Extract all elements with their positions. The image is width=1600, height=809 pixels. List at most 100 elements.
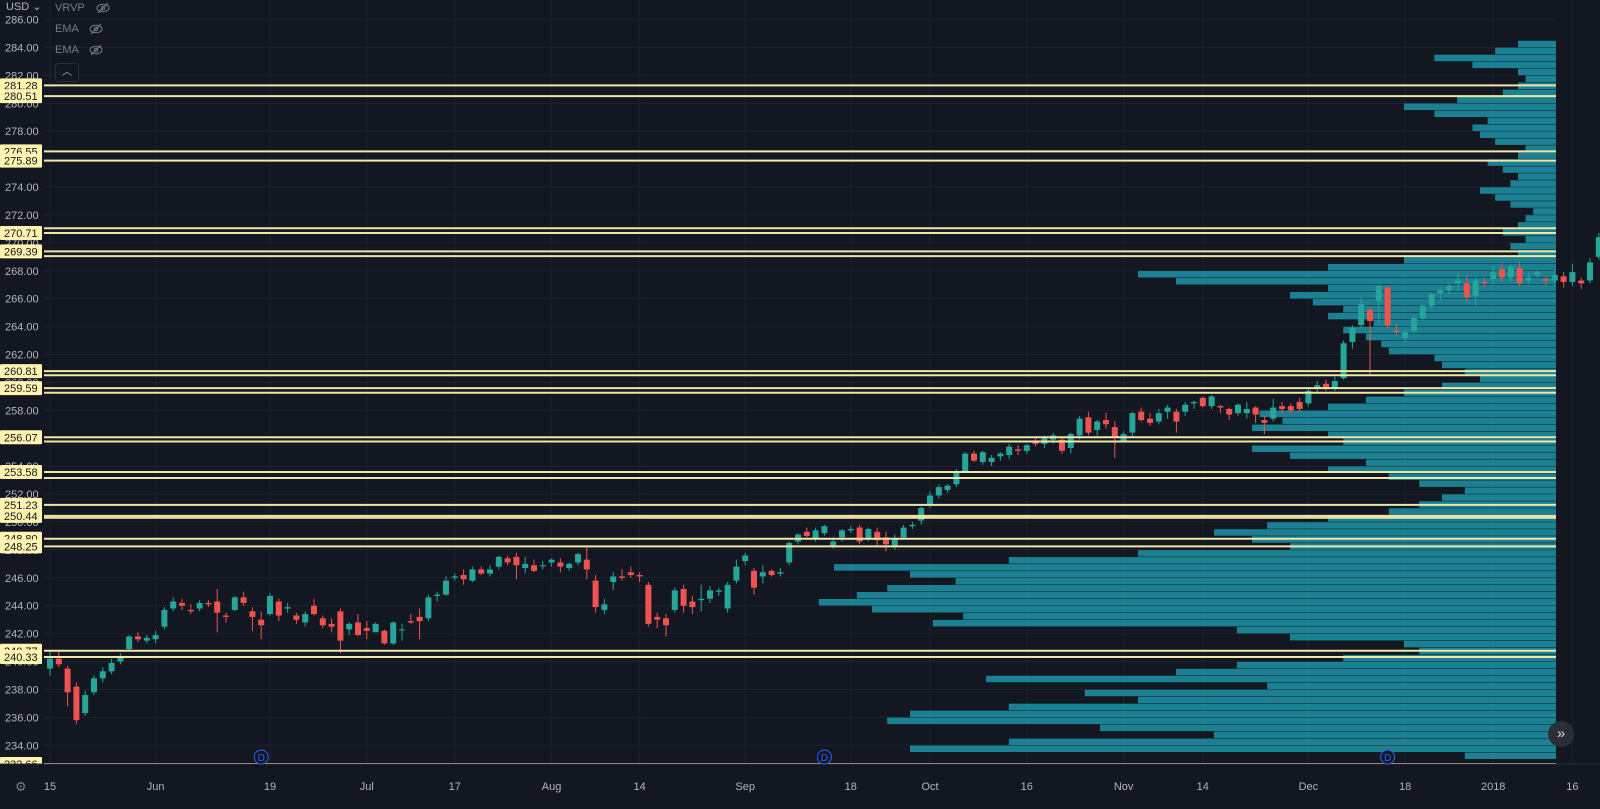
candle-body	[1164, 407, 1171, 412]
collapse-indicators-button[interactable]: ︿	[55, 63, 79, 82]
volume-profile-bar	[1480, 375, 1556, 383]
x-tick-label: 15	[44, 781, 56, 793]
candle-body	[443, 580, 449, 595]
volume-profile-bar	[1404, 257, 1556, 264]
candle-body	[821, 526, 828, 534]
volume-profile-bar	[1472, 124, 1556, 131]
volume-profile-bar	[1236, 661, 1556, 669]
candle-body	[240, 597, 247, 603]
indicator-vrvp[interactable]: VRVP	[55, 2, 110, 14]
volume-profile-bar	[1533, 208, 1556, 215]
dividend-marker-label: D	[821, 753, 828, 764]
y-tick-label: 242.00	[5, 629, 39, 641]
volume-profile-bar	[1442, 361, 1556, 369]
volume-profile-bar	[1381, 340, 1556, 348]
candle-body	[733, 566, 740, 581]
volume-profile-bar	[887, 717, 1556, 725]
level-label: 250.44	[4, 511, 38, 523]
candle-body	[1296, 401, 1303, 409]
y-tick-label: 262.00	[5, 350, 39, 362]
x-tick-label: 14	[633, 781, 645, 793]
x-tick-label: 18	[1399, 781, 1411, 793]
candle-body	[1587, 262, 1593, 281]
y-tick-label: 246.00	[5, 573, 39, 585]
price-axis: 286.00284.00282.00280.00278.00276.00274.…	[0, 0, 44, 771]
volume-profile-bar	[910, 745, 1556, 753]
volume-profile-bar	[1525, 75, 1556, 83]
candle-body	[249, 611, 256, 617]
indicator-ema-2[interactable]: EMA	[55, 44, 103, 56]
eye-off-icon[interactable]	[89, 44, 103, 56]
candle-body	[619, 576, 625, 578]
eye-off-icon[interactable]	[96, 2, 110, 14]
volume-profile-bar	[1252, 424, 1556, 432]
volume-profile-bar	[1495, 138, 1556, 145]
level-label: 270.71	[4, 228, 38, 240]
eye-off-icon[interactable]	[89, 23, 103, 35]
candle-body	[1261, 420, 1268, 423]
candle-body	[319, 618, 326, 626]
candle-body	[918, 508, 925, 521]
currency-label: USD	[6, 1, 30, 13]
candle-body	[1138, 411, 1145, 421]
indicator-label: VRVP	[55, 2, 85, 14]
volume-profile-bar	[1100, 724, 1556, 732]
candle-body	[724, 584, 731, 609]
volume-profile-bar	[1138, 271, 1556, 278]
candle-body	[1358, 304, 1365, 326]
candle-body	[504, 558, 511, 563]
candle-body	[1199, 397, 1206, 407]
currency-selector[interactable]: USD ⌄	[6, 0, 42, 13]
candle-body	[627, 572, 634, 576]
candle-body	[187, 609, 194, 612]
volume-profile-bar	[1525, 145, 1556, 152]
candle-body	[557, 562, 564, 567]
candle-body	[1085, 417, 1092, 433]
candle-body	[962, 453, 969, 472]
candle-body	[55, 658, 62, 665]
scroll-to-realtime-button[interactable]: »	[1548, 721, 1574, 747]
volume-profile-bar	[1236, 626, 1556, 634]
candle-body	[284, 607, 291, 609]
candle-body	[583, 559, 590, 570]
candle-body	[1578, 280, 1585, 284]
grid-lines	[44, 0, 1573, 764]
level-label-bg	[0, 649, 42, 664]
volume-profile-bar	[1518, 152, 1556, 159]
volume-profile-bar	[1525, 236, 1556, 243]
candle-body	[707, 590, 713, 599]
volume-profile-bar	[1434, 354, 1556, 362]
level-label-bg	[0, 244, 42, 259]
candle-body	[566, 563, 573, 569]
candle-body	[1173, 411, 1180, 422]
x-tick-label: 18	[845, 781, 857, 793]
candle-body	[302, 614, 309, 623]
candle-body	[416, 616, 423, 622]
x-tick-label: 14	[1197, 781, 1209, 793]
x-tick-label: 19	[264, 781, 276, 793]
candle-body	[944, 485, 951, 490]
candle-body	[812, 530, 819, 539]
indicator-ema-1[interactable]: EMA	[55, 23, 103, 35]
volume-profile-bar	[910, 571, 1556, 578]
candle-body	[803, 531, 810, 536]
gear-icon[interactable]: ⚙	[15, 779, 27, 794]
volume-profile-bar	[910, 710, 1556, 718]
candle-body	[1323, 383, 1329, 389]
volume-profile-bar	[1502, 89, 1556, 97]
x-tick-label: 16	[1566, 781, 1578, 793]
candle-body	[1331, 381, 1338, 389]
candle-body	[513, 556, 520, 566]
candle-body	[1419, 305, 1426, 319]
candle-body	[1023, 445, 1030, 451]
volume-profile-bar	[1328, 312, 1556, 320]
volume-profile-bar	[986, 675, 1556, 683]
volume-profile-bar	[1525, 215, 1556, 222]
volume-profile-bar	[1328, 284, 1556, 292]
candle-body	[1103, 420, 1109, 425]
volume-profile-bar	[1138, 550, 1556, 557]
x-tick-label: Jun	[147, 781, 165, 793]
volume-profile-bar	[1328, 403, 1556, 411]
